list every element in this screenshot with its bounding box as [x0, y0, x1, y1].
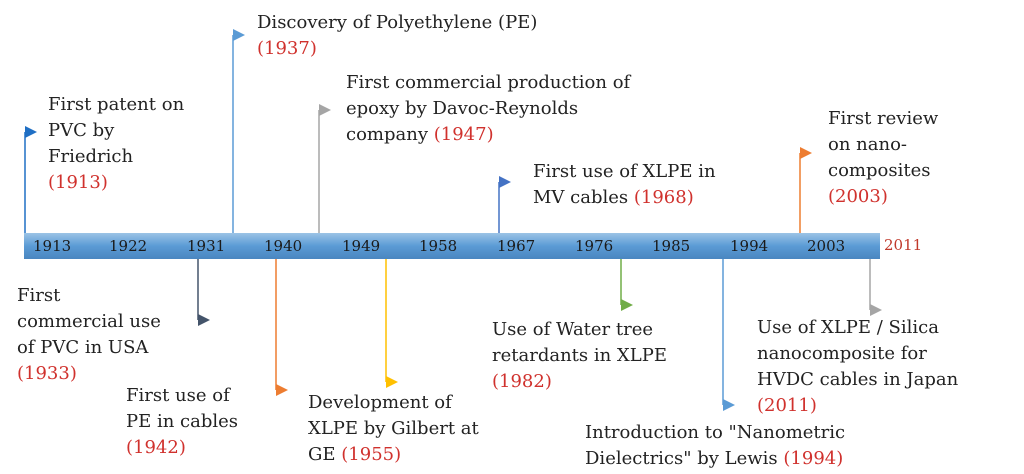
marker-pvc-patent: [25, 126, 37, 138]
event-xlpe-development: Development of XLPE by Gilbert at GE (19…: [308, 390, 508, 468]
marker-xlpe-mv: [499, 176, 511, 188]
event-text: Use of XLPE / Silica nanocomposite for H…: [757, 317, 959, 390]
event-water-tree: Use of Water tree retardants in XLPE (19…: [492, 317, 692, 395]
event-nanometric: Introduction to "Nanometric Dielectrics"…: [585, 420, 885, 472]
axis-year-1940: 1940: [264, 237, 303, 255]
marker-nanometric: [723, 399, 735, 411]
event-xlpe-mv: First use of XLPE in MV cables (1968): [533, 159, 773, 211]
axis-end-year: 2011: [884, 236, 923, 254]
event-text: Discovery of Polyethylene (PE): [257, 12, 538, 33]
axis-year-1949: 1949: [342, 237, 381, 255]
event-text: First patent on PVC by Friedrich: [48, 94, 185, 167]
marker-xlpe-dev: [386, 376, 398, 388]
event-pvc-commercial: First commercial use of PVC in USA (1933…: [17, 283, 187, 387]
marker-water-tree: [621, 299, 633, 311]
event-xlpe-silica: Use of XLPE / Silica nanocomposite for H…: [757, 315, 987, 419]
timeline-bar: [24, 233, 880, 259]
event-year: (1994): [783, 448, 844, 469]
event-epoxy: First commercial production of epoxy by …: [346, 70, 676, 148]
marker-pe-cables: [276, 384, 288, 396]
marker-xlpe-silica: [870, 304, 882, 316]
event-year: (1947): [433, 124, 494, 145]
event-text: First commercial use of PVC in USA: [17, 285, 161, 358]
axis-year-1922: 1922: [109, 237, 148, 255]
event-text: First commercial production of epoxy by …: [346, 72, 631, 145]
marker-nano-review: [800, 147, 812, 159]
marker-epoxy: [319, 104, 331, 116]
event-text: Introduction to "Nanometric Dielectrics"…: [585, 422, 846, 469]
marker-pvc-commercial: [198, 314, 210, 326]
axis-year-2003: 2003: [807, 237, 846, 255]
event-year: (1968): [633, 187, 694, 208]
event-pe-discovery: Discovery of Polyethylene (PE) (1937): [257, 10, 597, 62]
event-year: (1933): [17, 363, 77, 384]
event-text: First use of PE in cables: [126, 385, 239, 432]
event-year: (1942): [126, 437, 186, 458]
event-year: (1982): [492, 371, 552, 392]
event-pvc-patent: First patent on PVC by Friedrich (1913): [48, 92, 198, 196]
event-text: First use of XLPE in MV cables: [533, 161, 716, 208]
axis-year-1931: 1931: [187, 237, 226, 255]
event-year: (2003): [828, 186, 888, 207]
axis-year-1958: 1958: [419, 237, 458, 255]
marker-pe-discovery: [233, 29, 245, 41]
event-text: Use of Water tree retardants in XLPE: [492, 319, 667, 366]
event-pe-cables: First use of PE in cables (1942): [126, 383, 266, 461]
event-year: (1913): [48, 172, 108, 193]
event-text: Development of XLPE by Gilbert at GE: [308, 392, 479, 465]
event-nano-review: First review on nano- composites (2003): [828, 106, 968, 210]
axis-year-1913: 1913: [33, 237, 72, 255]
axis-year-1967: 1967: [497, 237, 536, 255]
event-year: (2011): [757, 395, 817, 416]
axis-year-1985: 1985: [652, 237, 691, 255]
axis-year-1976: 1976: [575, 237, 614, 255]
event-text: First review on nano- composites: [828, 108, 939, 181]
event-year: (1937): [257, 38, 317, 59]
axis-year-1994: 1994: [730, 237, 769, 255]
event-year: (1955): [341, 444, 402, 465]
